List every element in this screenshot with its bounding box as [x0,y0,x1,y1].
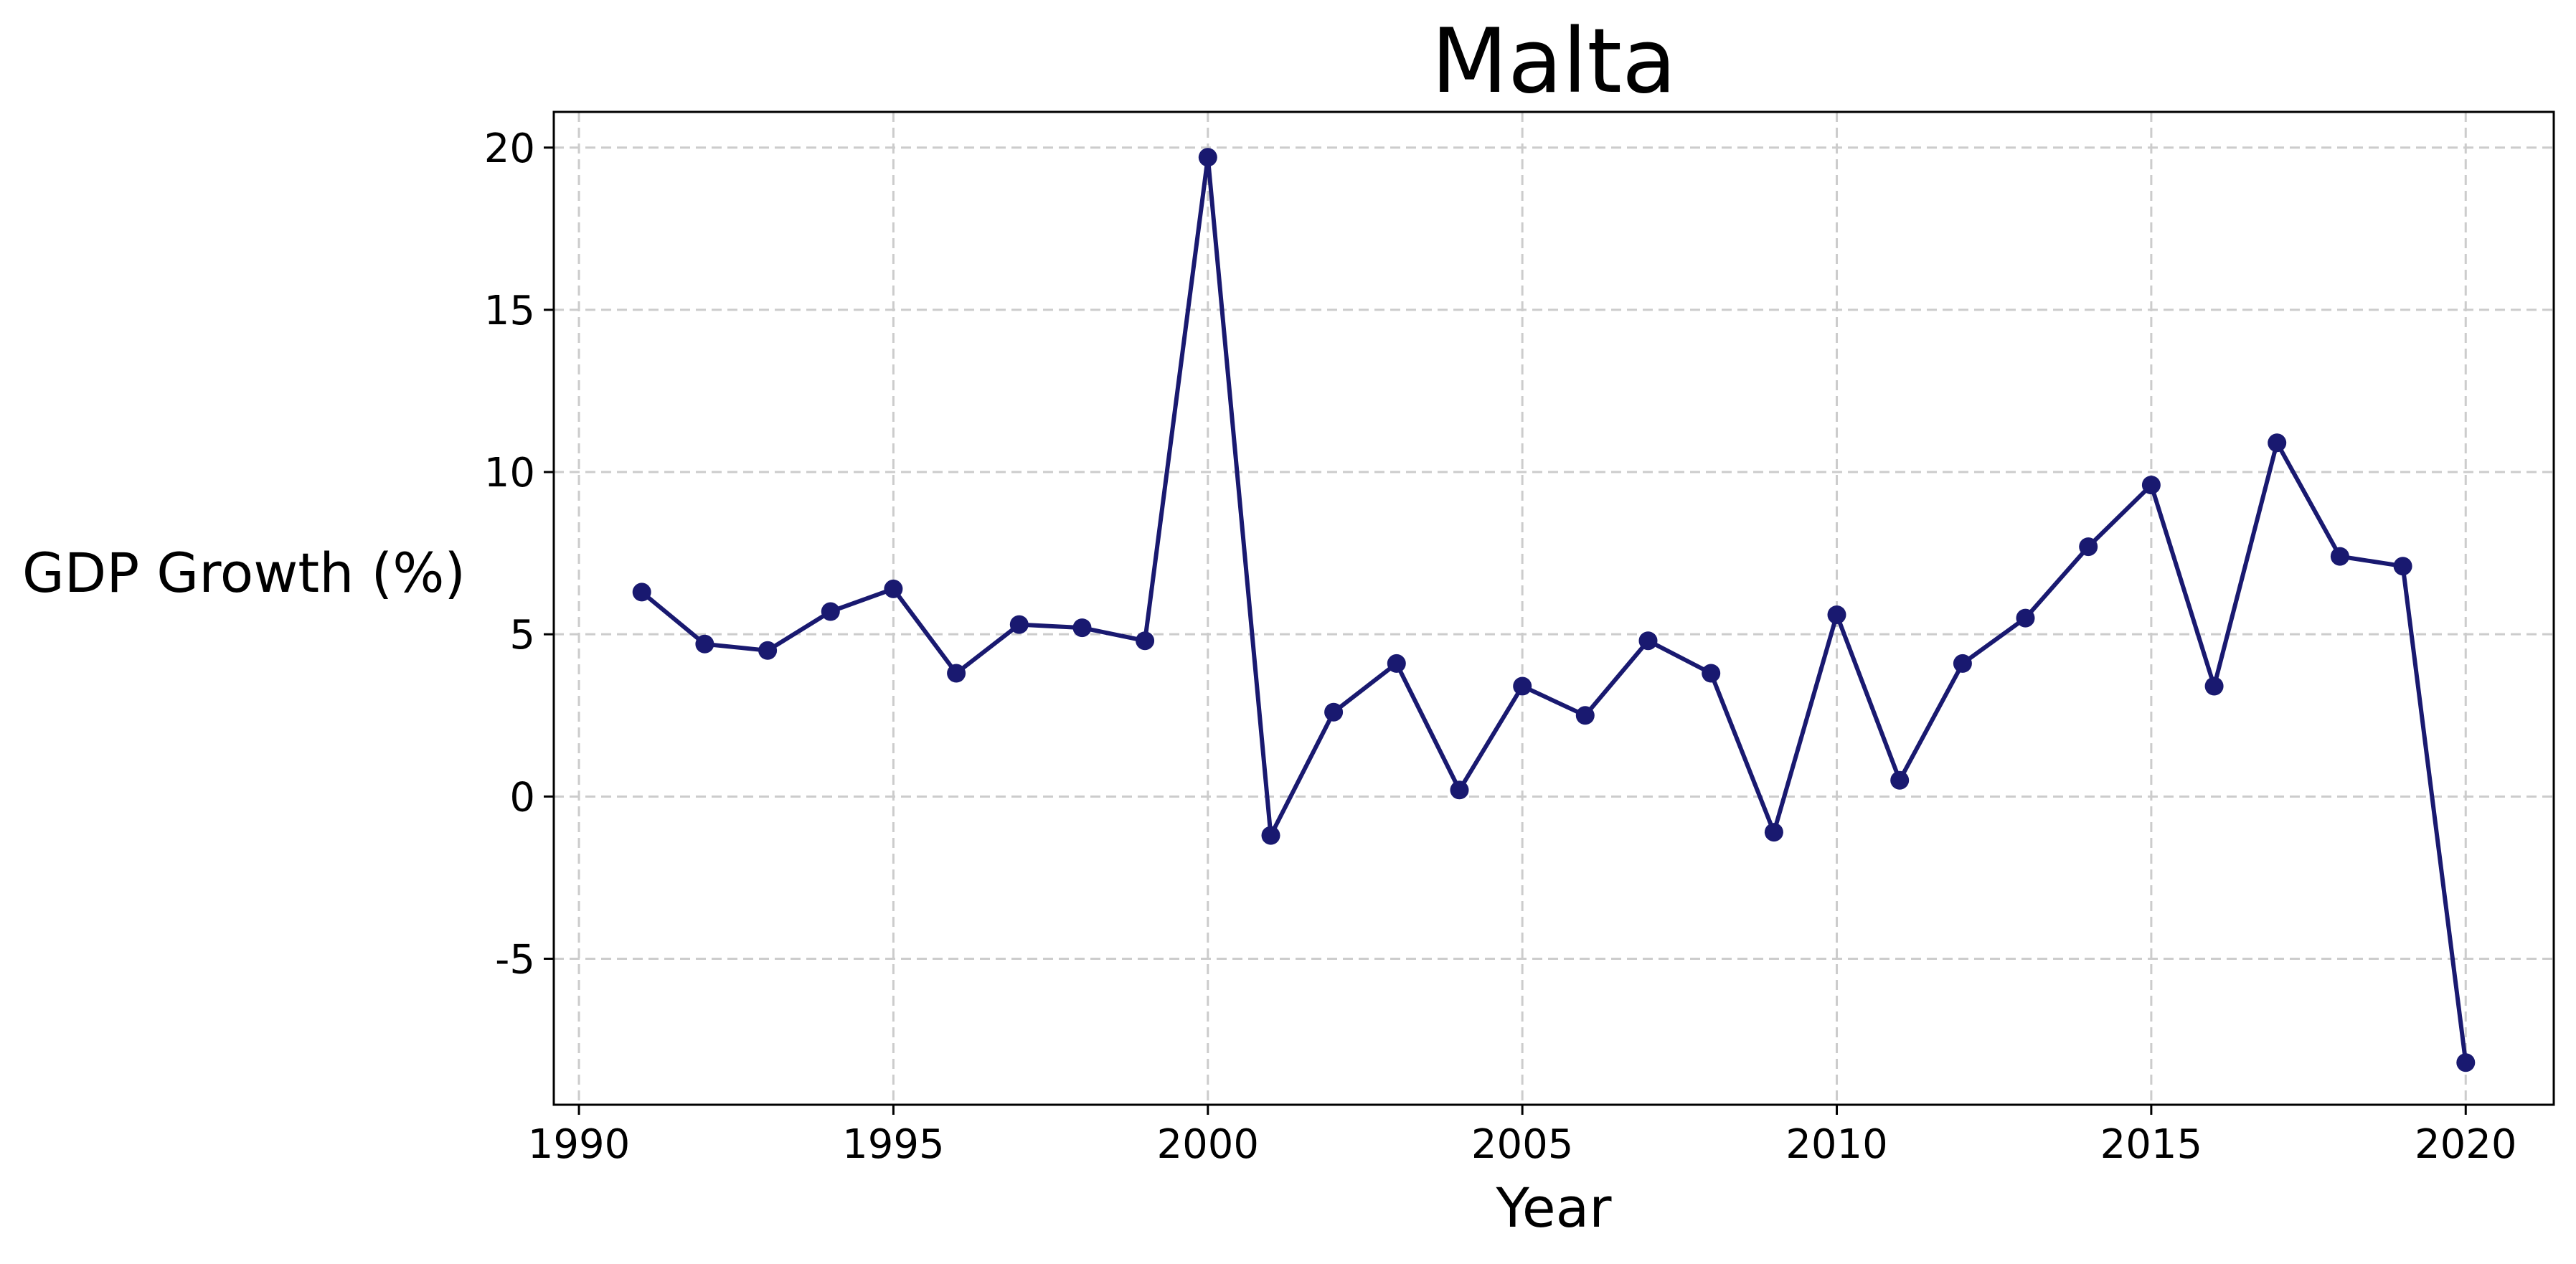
x-tick-label-2020: 2020 [2415,1121,2517,1168]
y-tick-label-5: 5 [509,612,535,659]
data-point-1998 [1072,618,1092,638]
data-point-2004 [1450,780,1469,800]
y-axis: -5 0 5 10 15 20 [484,126,554,983]
data-point-2007 [1638,631,1658,651]
data-point-2003 [1387,654,1406,673]
data-point-2015 [2141,476,2161,495]
x-axis-label: Year [1496,1176,1613,1240]
data-point-2011 [1890,770,1910,790]
data-point-1995 [884,579,903,598]
data-point-1993 [758,641,778,660]
data-point-2010 [1827,605,1846,624]
x-tick-label-2000: 2000 [1157,1121,1260,1168]
data-point-2008 [1702,664,1721,683]
grid [554,112,2554,1105]
data-point-2000 [1198,148,1217,167]
data-point-2014 [2079,537,2098,557]
x-tick-label-1995: 1995 [842,1121,945,1168]
data-point-2019 [2393,557,2412,576]
x-tick-label-2015: 2015 [2100,1121,2203,1168]
y-axis-label: GDP Growth (%) [22,541,466,605]
y-tick-label-0: 0 [509,774,535,821]
data-point-2006 [1575,706,1595,725]
series-line-0 [640,155,2468,1063]
data-point-2002 [1324,702,1344,722]
data-point-2005 [1513,676,1532,696]
x-tick-label-1990: 1990 [528,1121,631,1168]
data-point-2001 [1261,826,1280,845]
y-tick-label-10: 10 [484,450,535,496]
data-point-2013 [2016,608,2035,628]
series-layer [632,148,2476,1072]
y-tick-label-20: 20 [484,126,535,172]
data-point-2020 [2456,1053,2476,1072]
data-point-2009 [1764,823,1783,842]
x-tick-label-2005: 2005 [1471,1121,1574,1168]
x-tick-label-2010: 2010 [1785,1121,1888,1168]
x-axis: 1990 1995 2000 2005 2010 2015 2020 [528,1105,2517,1168]
data-point-2016 [2204,676,2224,696]
data-point-2012 [1953,654,1972,673]
data-point-1996 [947,664,966,683]
data-point-1992 [695,634,714,654]
data-point-2018 [2330,547,2349,566]
chart-title: Malta [1431,10,1676,113]
data-point-1999 [1136,631,1155,651]
y-tick-label-15: 15 [484,288,535,334]
data-point-1991 [632,583,651,602]
plot-frame [552,110,2555,1106]
y-tick-label--5: -5 [495,936,535,983]
data-point-1994 [821,602,840,621]
data-point-1997 [1009,615,1029,634]
data-point-2017 [2268,433,2287,453]
